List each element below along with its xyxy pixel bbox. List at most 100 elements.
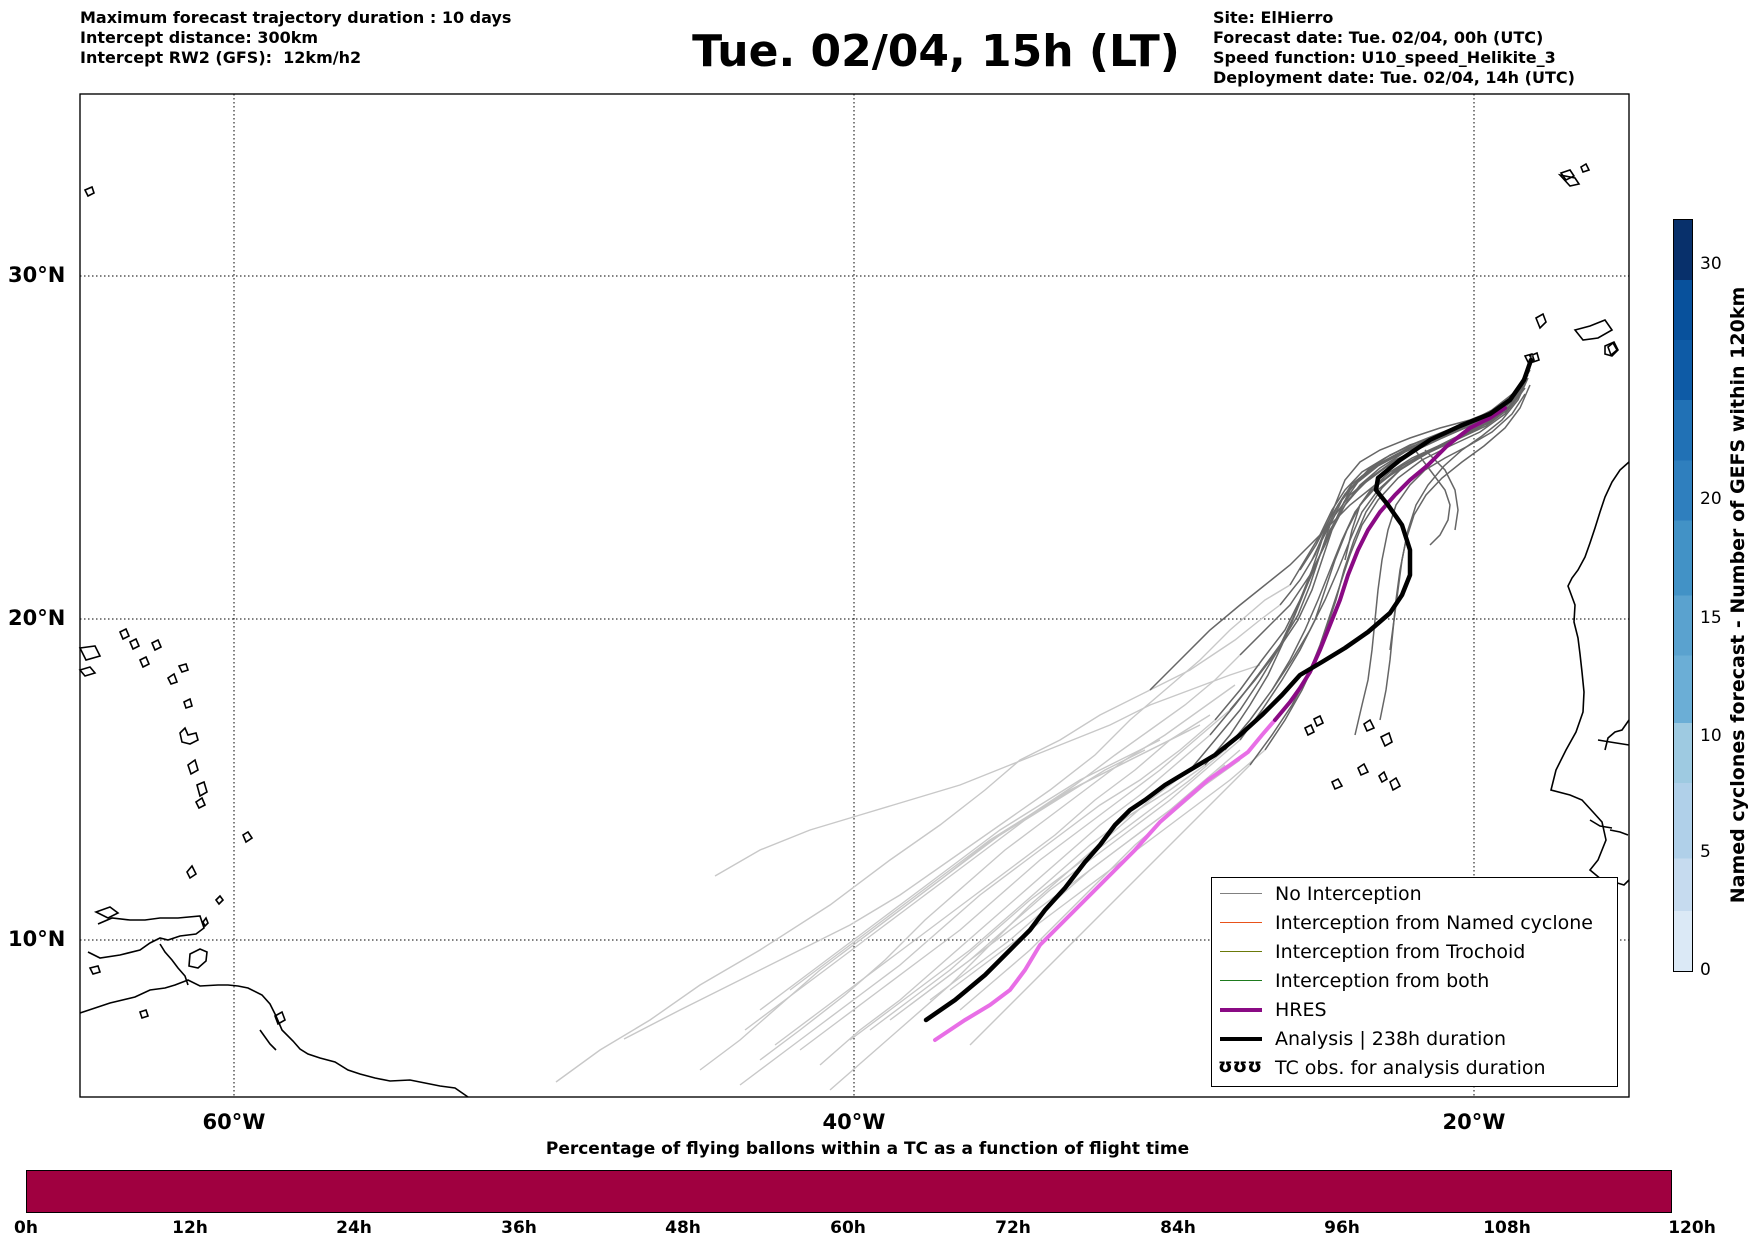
island-porto-santo: [1557, 173, 1581, 187]
island-puerto-rico-east: [78, 666, 97, 677]
island-canary-gran-canaria: [1523, 353, 1536, 363]
island-madeira: [1559, 169, 1576, 182]
island-st-lucia: [186, 864, 198, 880]
trinidad-island: [188, 948, 208, 969]
island-cape-verde-4: [1330, 777, 1344, 791]
cbar-h-label-96h: 96h: [1324, 1218, 1360, 1238]
lat-label-30n: 30°N: [8, 263, 66, 287]
lon-label-20w: 20°W: [1442, 1110, 1506, 1134]
legend-swatch-hres: [1220, 1008, 1262, 1012]
cbar-h-label-12h: 12h: [172, 1218, 208, 1238]
cbar-h-label-0h: 0h: [14, 1218, 38, 1238]
hres-light-segment: [933, 718, 1277, 1042]
legend-label-both: Interception from both: [1275, 969, 1490, 992]
legend-item-both: Interception from both: [1212, 966, 1617, 995]
lon-label-40w: 40°W: [822, 1110, 886, 1134]
cbar-tick-0: 0: [1700, 960, 1711, 980]
lat-label-20n: 20°N: [8, 606, 66, 630]
island-puerto-rico: [78, 645, 102, 661]
island-martinique: [196, 780, 208, 798]
africa-coast: [1550, 461, 1630, 886]
island-canary-fuerteventura: [1534, 312, 1547, 330]
island-cape-verde-3: [1363, 718, 1376, 733]
legend-swatch-analysis: [1220, 1037, 1262, 1041]
legend-item-trochoid: Interception from Trochoid: [1212, 937, 1617, 966]
island-canary-lanzarote: [1573, 319, 1614, 341]
vertical-colorbar: [1673, 219, 1693, 972]
legend-label-named-cyclone: Interception from Named cyclone: [1275, 911, 1593, 934]
africa-coast-inlets: [1609, 829, 1629, 836]
cbar-h-label-60h: 60h: [830, 1218, 866, 1238]
island-cape-verde-5: [1357, 762, 1370, 777]
legend-swatch-both: [1220, 980, 1262, 981]
venezuela-inner-coast: [159, 943, 189, 986]
header-info-left: Maximum forecast trajectory duration : 1…: [80, 8, 511, 68]
africa-coast-gambia: [1597, 739, 1630, 746]
island-virgin-2: [128, 637, 141, 651]
cbar-h-label-108h: 108h: [1483, 1218, 1531, 1238]
cbar-tick-5: 5: [1700, 842, 1711, 862]
cbar-h-label-36h: 36h: [501, 1218, 537, 1238]
hres-dark-segment: [1273, 406, 1507, 722]
deployment-date-text: Deployment date: Tue. 02/04, 14h (UTC): [1213, 68, 1575, 87]
site-text: Site: ElHierro: [1213, 8, 1334, 27]
island-st-kitts: [150, 638, 163, 652]
island-tobago: [214, 894, 225, 906]
coastlines: [78, 162, 1630, 1098]
trajectory-analysis: [923, 357, 1534, 1023]
legend-item-named-cyclone: Interception from Named cyclone: [1212, 908, 1617, 937]
tc-obs-icon: ʊʊʊ: [1218, 1055, 1263, 1077]
island-small-1: [83, 185, 95, 198]
island-antigua: [183, 697, 193, 710]
cbar-h-label-48h: 48h: [665, 1218, 701, 1238]
legend-item-no-interception: No Interception: [1212, 879, 1617, 908]
island-cape-verde-8: [1303, 723, 1316, 737]
header-info-right: Site: ElHierro Forecast date: Tue. 02/04…: [1213, 8, 1575, 88]
guyana-coast: [259, 1029, 277, 1051]
island-selvagens: [1580, 162, 1591, 173]
island-virgin-1: [138, 655, 151, 669]
cbar-tick-15: 15: [1700, 608, 1722, 628]
cbar-tick-30: 30: [1700, 254, 1722, 274]
legend-swatch-trochoid: [1220, 951, 1262, 952]
legend-item-hres: HRES: [1212, 995, 1617, 1024]
island-barbuda: [166, 672, 179, 685]
forecast-date-text: Forecast date: Tue. 02/04, 00h (UTC): [1213, 28, 1544, 47]
legend-label-no-interception: No Interception: [1275, 882, 1422, 905]
cbar-tick-10: 10: [1700, 726, 1722, 746]
trajectories-light: [555, 584, 1291, 1091]
vertical-colorbar-title: Named cyclones forecast - Number of GEFS…: [1727, 286, 1749, 904]
island-aruba: [93, 906, 120, 919]
legend-swatch-no-interception: [1220, 893, 1262, 894]
horizontal-colorbar-title: Percentage of flying ballons within a TC…: [545, 1139, 1190, 1159]
island-guadeloupe: [179, 726, 199, 745]
island-small-3: [138, 1008, 150, 1020]
gridlines: [80, 94, 1629, 1097]
island-grenada: [202, 916, 209, 928]
island-barbados: [241, 830, 254, 844]
intercept-distance-text: Intercept distance: 300km: [80, 28, 319, 47]
legend-item-tc-obs: ʊʊʊ TC obs. for analysis duration: [1212, 1053, 1617, 1082]
island-canary-palma: [1607, 341, 1619, 357]
island-cape-verde-1: [1379, 731, 1393, 748]
island-dominica: [187, 758, 199, 776]
legend-swatch-named-cyclone: [1220, 922, 1262, 923]
intercept-rw2-text: Intercept RW2 (GFS): 12km/h2: [80, 48, 362, 67]
horizontal-colorbar: [26, 1170, 1672, 1213]
island-small-2: [88, 965, 102, 975]
legend-label-trochoid: Interception from Trochoid: [1275, 940, 1526, 963]
speed-function-text: Speed function: U10_speed_Helikite_3: [1213, 48, 1556, 67]
legend-item-analysis: Analysis | 238h duration: [1212, 1024, 1617, 1053]
island-virgin-3: [118, 627, 131, 641]
island-small-4: [274, 1010, 286, 1026]
island-st-vincent: [194, 796, 207, 810]
cbar-h-label-24h: 24h: [336, 1218, 372, 1238]
max-duration-text: Maximum forecast trajectory duration : 1…: [80, 8, 512, 27]
lat-label-10n: 10°N: [8, 927, 66, 951]
legend-label-tc-obs: TC obs. for analysis duration: [1275, 1056, 1546, 1079]
africa-coast-bijagos: [1589, 819, 1613, 829]
island-cape-verde-7: [1312, 714, 1325, 728]
page-title: Tue. 02/04, 15h (LT): [692, 26, 1180, 77]
cbar-tick-20: 20: [1700, 489, 1722, 509]
venezuela-peninsula: [87, 915, 205, 959]
